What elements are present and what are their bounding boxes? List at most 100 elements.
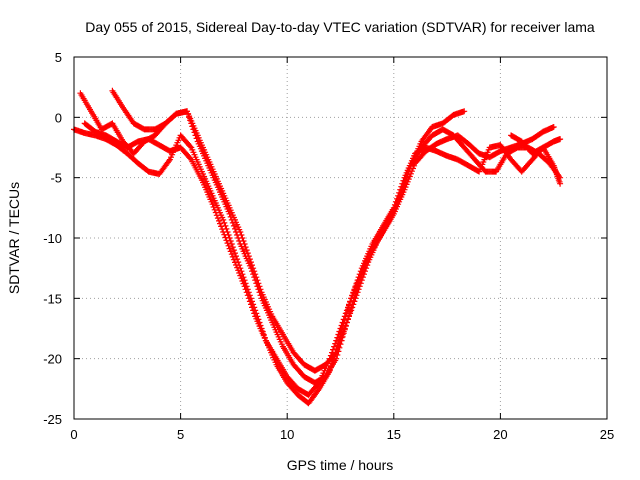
data-point	[315, 381, 322, 387]
data-point	[351, 287, 358, 294]
data-point	[341, 313, 348, 320]
data-point	[211, 206, 218, 213]
data-point	[230, 222, 237, 229]
y-tick-label: -25	[43, 412, 62, 427]
x-tick-label: 25	[600, 427, 614, 442]
data-point	[250, 307, 257, 314]
data-point	[240, 238, 247, 244]
data-point	[347, 308, 354, 315]
data-point	[241, 283, 248, 290]
data-point	[330, 346, 336, 353]
data-point	[239, 235, 246, 241]
data-point	[402, 184, 409, 191]
data-point	[251, 268, 258, 275]
data-point	[220, 229, 227, 235]
data-point	[550, 124, 557, 130]
data-point	[229, 244, 236, 251]
y-tick-label: -15	[43, 291, 62, 306]
data-point	[217, 220, 223, 227]
data-point	[229, 253, 236, 260]
data-point	[244, 250, 251, 257]
data-point	[238, 275, 245, 282]
data-point	[250, 265, 257, 272]
data-point	[355, 276, 362, 283]
data-point	[557, 136, 564, 143]
data-point	[216, 217, 222, 224]
data-point	[237, 272, 244, 279]
chart-title: Day 055 of 2015, Sidereal Day-to-day VTE…	[85, 19, 595, 35]
x-tick-label: 10	[280, 427, 294, 442]
data-point	[230, 256, 237, 263]
data-point	[345, 304, 351, 311]
data-point	[349, 292, 356, 299]
data-point	[222, 234, 229, 241]
data-point	[353, 282, 360, 289]
data-point	[210, 204, 217, 210]
x-tick-label: 0	[70, 427, 77, 442]
data-point	[220, 216, 227, 223]
data-point	[249, 262, 255, 269]
data-point	[346, 301, 352, 308]
data-point	[232, 250, 238, 257]
y-tick-label: -5	[50, 171, 62, 186]
data-point	[187, 155, 194, 162]
data-point	[248, 259, 254, 266]
plot-frame	[73, 56, 608, 420]
data-point	[347, 298, 354, 305]
data-point	[219, 226, 226, 233]
data-point	[333, 337, 340, 344]
data-point	[255, 280, 262, 287]
data-point	[254, 277, 261, 284]
x-tick-label: 15	[387, 427, 401, 442]
series-track-3	[109, 87, 468, 374]
grid	[74, 57, 607, 419]
data-point	[221, 231, 228, 238]
data-point	[232, 225, 238, 232]
data-point	[187, 143, 194, 150]
series-track-4	[81, 120, 557, 398]
data-point	[243, 247, 250, 254]
data-point	[241, 241, 248, 247]
data-point	[334, 334, 341, 341]
data-point	[329, 349, 335, 356]
data-point	[410, 165, 416, 172]
data-point	[332, 350, 339, 357]
data-point	[356, 274, 363, 281]
data-point	[256, 283, 263, 290]
data-point	[242, 244, 249, 251]
data-point	[228, 251, 235, 258]
data-point	[235, 267, 242, 274]
y-tick-label: -20	[43, 352, 62, 367]
data-point	[238, 232, 245, 238]
data-point	[214, 215, 221, 222]
data-point	[242, 286, 249, 293]
data-point	[346, 312, 352, 319]
y-tick-label: 0	[55, 110, 62, 125]
data-point	[233, 253, 239, 260]
data-point	[343, 307, 350, 314]
data-point	[226, 245, 233, 252]
x-tick-label: 20	[493, 427, 507, 442]
data-point	[461, 108, 468, 115]
data-point	[406, 173, 413, 180]
data-point	[327, 352, 334, 359]
data-point	[337, 325, 344, 332]
data-point	[212, 209, 219, 216]
y-tick-label: -10	[43, 231, 62, 246]
data-point	[333, 355, 340, 362]
data-point	[243, 289, 250, 296]
data-point	[218, 223, 225, 230]
data-point	[331, 343, 338, 350]
data-point	[213, 212, 220, 219]
data-point	[249, 304, 255, 311]
data-point	[336, 328, 343, 335]
x-tick-label: 5	[177, 427, 184, 442]
series-track-5	[508, 132, 564, 187]
data-point	[246, 298, 253, 305]
data-point	[342, 310, 349, 317]
data-point	[245, 253, 252, 260]
data-point	[257, 286, 264, 293]
data-point	[233, 262, 239, 268]
data-point	[340, 316, 347, 323]
